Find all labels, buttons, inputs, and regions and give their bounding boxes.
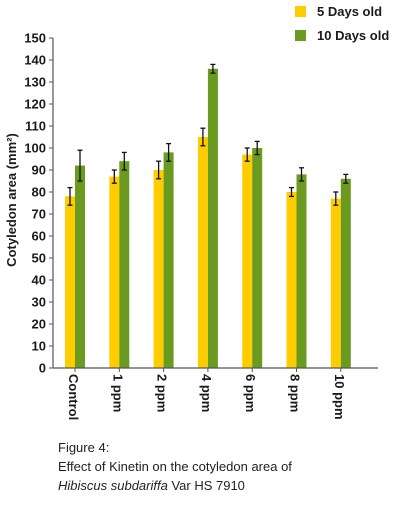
legend-label: 5 Days old bbox=[317, 4, 382, 19]
legend-swatch bbox=[295, 30, 306, 41]
y-tick-label: 60 bbox=[32, 229, 46, 244]
bar bbox=[75, 165, 85, 368]
x-tick-label: 1 ppm bbox=[110, 374, 125, 412]
x-tick-label: Control bbox=[66, 374, 81, 420]
y-tick-label: 110 bbox=[25, 119, 46, 134]
bar bbox=[242, 154, 253, 368]
x-tick-label: 8 ppm bbox=[288, 374, 303, 412]
y-tick-label: 0 bbox=[39, 361, 46, 376]
bar bbox=[65, 196, 75, 368]
bar bbox=[197, 137, 208, 368]
y-tick-label: 100 bbox=[24, 141, 46, 156]
x-tick-label: 4 ppm bbox=[199, 374, 214, 412]
bar bbox=[252, 148, 263, 368]
caption-variety: Var HS 7910 bbox=[167, 478, 245, 493]
y-tick-label: 130 bbox=[24, 75, 46, 90]
legend-label: 10 Days old bbox=[317, 28, 389, 43]
y-tick-label: 20 bbox=[32, 317, 46, 332]
y-tick-label: 140 bbox=[24, 53, 46, 68]
bar bbox=[153, 170, 164, 368]
bar bbox=[296, 174, 307, 368]
bar bbox=[109, 176, 120, 368]
x-tick-label: 2 ppm bbox=[155, 374, 170, 412]
bar bbox=[286, 192, 297, 368]
x-tick-label: 6 ppm bbox=[243, 374, 258, 412]
y-axis-label: Cotyledon area (mm²) bbox=[4, 133, 19, 267]
y-tick-label: 30 bbox=[32, 295, 46, 310]
y-tick-label: 120 bbox=[24, 97, 46, 112]
legend-swatch bbox=[295, 6, 306, 17]
y-tick-label: 150 bbox=[24, 31, 46, 46]
y-tick-label: 80 bbox=[32, 185, 46, 200]
figure-caption: Figure 4: Effect of Kinetin on the cotyl… bbox=[58, 438, 388, 495]
y-tick-label: 70 bbox=[32, 207, 46, 222]
caption-line: Hibiscus subdariffa Var HS 7910 bbox=[58, 476, 388, 495]
caption-figure-number: Figure 4: bbox=[58, 440, 110, 455]
bar bbox=[163, 152, 174, 368]
legend: 5 Days old 10 Days old bbox=[295, 4, 389, 43]
y-tick-label: 90 bbox=[32, 163, 46, 178]
bar bbox=[330, 198, 341, 368]
bar bbox=[340, 178, 351, 368]
bar bbox=[207, 68, 218, 369]
y-tick-label: 10 bbox=[32, 339, 46, 354]
caption-line: Effect of Kinetin on the cotyledon area … bbox=[58, 459, 292, 474]
bar-chart: Cotyledon area (mm²) 0 10 20 30 40 50 60 70 80 90… bbox=[4, 4, 389, 420]
bar bbox=[119, 161, 130, 368]
caption-species: Hibiscus subdariffa bbox=[58, 478, 168, 493]
y-tick-label: 50 bbox=[32, 251, 46, 266]
y-tick-label: 40 bbox=[32, 273, 46, 288]
x-tick-label: 10 ppm bbox=[332, 374, 347, 420]
